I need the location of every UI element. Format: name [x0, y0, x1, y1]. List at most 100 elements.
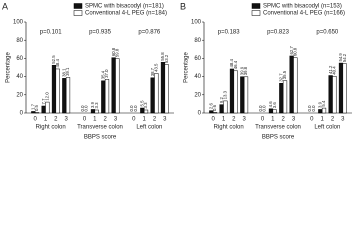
bar [160, 61, 166, 114]
bar [31, 111, 36, 114]
p-value: p=0.935 [89, 30, 112, 36]
value-label: 55.8 [160, 52, 165, 61]
bar [45, 101, 50, 114]
value-label: 38.1 [61, 68, 66, 77]
x-axis-label: BBPS score [84, 135, 117, 141]
bar [289, 55, 294, 114]
x-tick-label: 2 [54, 117, 58, 123]
x-tick-label: 0 [33, 117, 37, 123]
y-axis-label: Percentage [184, 52, 190, 83]
bar [209, 110, 214, 114]
bar [229, 68, 235, 114]
value-label: 35.4 [100, 70, 105, 79]
bar [282, 80, 288, 114]
group-label: Transverse colon [77, 125, 123, 131]
y-tick-label: 80 [194, 38, 201, 44]
bar [219, 104, 224, 114]
value-label: 1.7 [30, 103, 35, 110]
value-label: 32.7 [278, 73, 283, 82]
bar [62, 78, 67, 114]
value-label: 39.1 [65, 67, 70, 76]
value-label: 3.6 [272, 102, 277, 109]
value-label: 9.2 [219, 97, 224, 104]
group-label: Left colon [314, 125, 340, 131]
value-label: 0.6 [212, 104, 217, 111]
x-tick-label: 1 [222, 117, 226, 123]
legend-swatch [73, 10, 83, 16]
value-label: 0.0 [258, 105, 263, 112]
bar [154, 73, 159, 114]
bar [65, 77, 71, 114]
value-label: 46.4 [233, 60, 238, 69]
p-value: p=0.876 [138, 30, 161, 36]
y-tick-label: 40 [194, 74, 201, 80]
value-label: 3.9 [90, 101, 95, 108]
bar [41, 105, 46, 114]
bar [243, 76, 249, 114]
p-value: p=0.101 [40, 30, 63, 36]
value-label: 0.0 [307, 105, 312, 112]
x-axis-label: BBPS score [262, 135, 295, 141]
value-label: 3.9 [317, 101, 322, 108]
x-tick-label: 0 [83, 117, 87, 123]
legend-swatch [251, 10, 261, 16]
legend-swatch [251, 3, 261, 9]
bar [223, 100, 228, 114]
bar [279, 82, 284, 114]
value-label: 41.2 [328, 65, 333, 74]
x-tick-label: 0 [261, 117, 265, 123]
value-label: 4.6 [268, 101, 273, 108]
value-label: 5.4 [321, 100, 326, 107]
value-label: 37.0 [104, 69, 109, 78]
legend-label: Conventional 4-L PEG (n=184) [85, 11, 167, 17]
bar [328, 75, 333, 114]
value-label: 0.0 [262, 105, 267, 112]
value-label: 52.5 [51, 55, 56, 64]
value-label: 5.5 [139, 100, 144, 107]
value-label: 40.4 [332, 66, 337, 75]
value-label: 48.4 [229, 58, 234, 67]
bar [318, 109, 323, 114]
value-label: 0.0 [84, 105, 89, 112]
p-value: p=0.650 [316, 30, 339, 36]
value-label: 0.0 [80, 105, 85, 112]
legend-swatch [73, 3, 83, 9]
value-label: 3.3 [94, 102, 99, 109]
x-tick-label: 1 [93, 117, 97, 123]
value-label: 43.5 [154, 63, 159, 72]
y-tick-label: 100 [191, 20, 202, 26]
group-label: Left colon [136, 125, 162, 131]
bar [94, 109, 99, 114]
y-tick-label: 20 [194, 92, 201, 98]
bar [115, 58, 120, 114]
value-label: 54.2 [342, 53, 347, 62]
y-tick-label: 0 [20, 111, 24, 117]
value-label: 0.0 [129, 105, 134, 112]
value-label: 35.5 [282, 70, 287, 79]
value-label: 7.7 [41, 98, 46, 105]
bar [143, 109, 149, 114]
value-label: 60.8 [111, 47, 116, 56]
x-tick-label: 2 [103, 117, 107, 123]
bar [293, 57, 298, 114]
bar [268, 108, 274, 114]
bar [104, 79, 110, 114]
bar [240, 76, 245, 114]
legend-label: SPMC with bisacodyl (n=153) [263, 4, 342, 10]
x-tick-label: 1 [271, 117, 275, 123]
value-label: 3.3 [143, 102, 148, 109]
value-label: 12.0 [45, 92, 50, 101]
value-label: 53.2 [164, 54, 169, 63]
x-tick-label: 3 [341, 117, 345, 123]
value-label: 59.8 [115, 48, 120, 57]
legend-label: SPMC with bisacodyl (n=181) [85, 4, 164, 10]
x-tick-label: 0 [310, 117, 314, 123]
x-tick-label: 3 [242, 117, 246, 123]
y-tick-label: 0 [198, 111, 202, 117]
x-tick-label: 0 [132, 117, 136, 123]
x-tick-label: 3 [64, 117, 68, 123]
x-tick-label: 0 [211, 117, 215, 123]
p-value: p=0.823 [267, 30, 290, 36]
value-label: 60.8 [293, 47, 298, 56]
